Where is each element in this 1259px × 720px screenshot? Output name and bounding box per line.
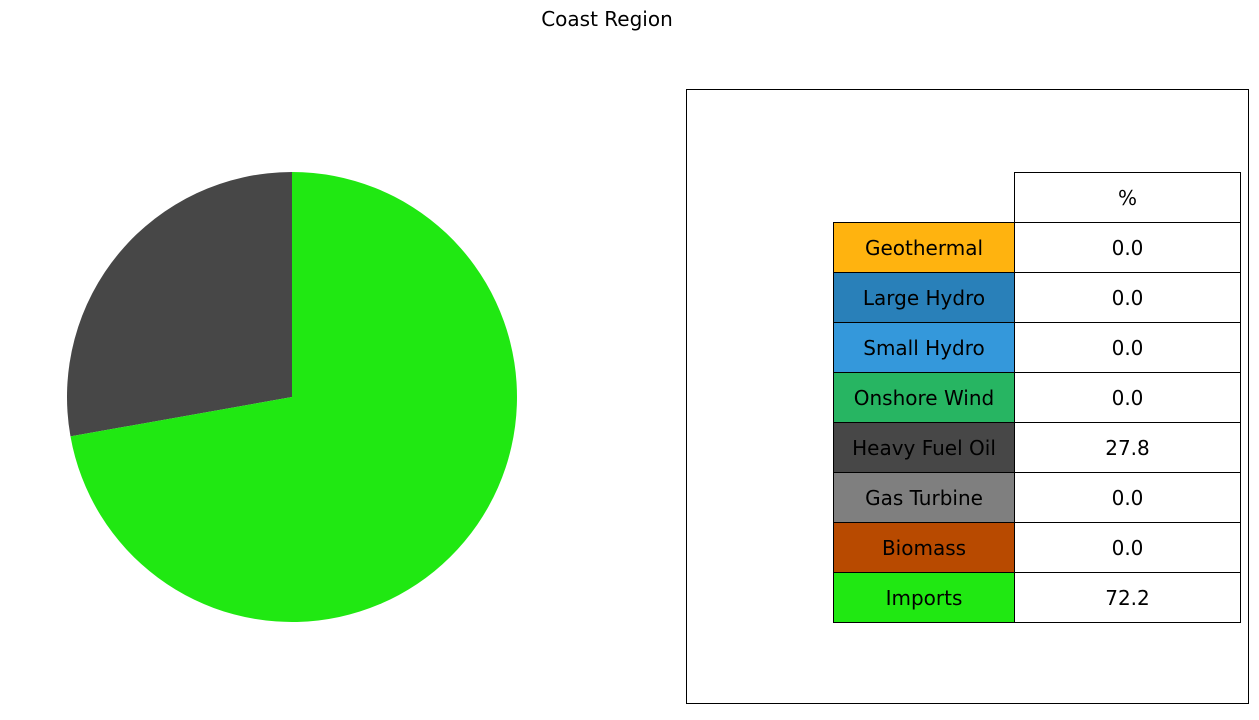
table-header-percent: %	[1014, 172, 1241, 223]
category-value-cell: 0.0	[1014, 472, 1241, 523]
table-header-blank	[834, 173, 1015, 223]
table-row: Gas Turbine 0.0	[833, 472, 1241, 523]
table-row: Heavy Fuel Oil 27.8	[833, 422, 1241, 473]
category-value-cell: 72.2	[1014, 572, 1241, 623]
category-label-cell: Onshore Wind	[833, 372, 1015, 423]
category-label-cell: Imports	[833, 572, 1015, 623]
pie-slice-heavy-fuel-oil	[66, 172, 292, 437]
pie-slice-imports	[70, 172, 517, 622]
category-value-cell: 0.0	[1014, 272, 1241, 323]
category-label-cell: Gas Turbine	[833, 472, 1015, 523]
category-value-cell: 0.0	[1014, 372, 1241, 423]
table-row: Large Hydro 0.0	[833, 272, 1241, 323]
chart-title: Coast Region	[541, 7, 673, 31]
category-label-cell: Large Hydro	[833, 272, 1015, 323]
category-value-cell: 0.0	[1014, 522, 1241, 573]
table-row: Geothermal 0.0	[833, 222, 1241, 273]
table-row: Biomass 0.0	[833, 522, 1241, 573]
category-label-cell: Biomass	[833, 522, 1015, 573]
category-label-cell: Small Hydro	[833, 322, 1015, 373]
legend-table: % Geothermal 0.0 Large Hydro 0.0 Small Hydro…	[833, 172, 1241, 623]
category-value-cell: 0.0	[1014, 322, 1241, 373]
category-label-cell: Heavy Fuel Oil	[833, 422, 1015, 473]
category-value-cell: 0.0	[1014, 222, 1241, 273]
category-value-cell: 27.8	[1014, 422, 1241, 473]
table-row: Onshore Wind 0.0	[833, 372, 1241, 423]
pie-chart	[66, 172, 517, 622]
table-row: Imports 72.2	[833, 572, 1241, 623]
pie-slices	[66, 172, 517, 622]
legend-table-panel: % Geothermal 0.0 Large Hydro 0.0 Small Hydro…	[686, 89, 1249, 704]
category-label-cell: Geothermal	[833, 222, 1015, 273]
table-header-row: %	[834, 172, 1241, 223]
table-row: Small Hydro 0.0	[833, 322, 1241, 373]
